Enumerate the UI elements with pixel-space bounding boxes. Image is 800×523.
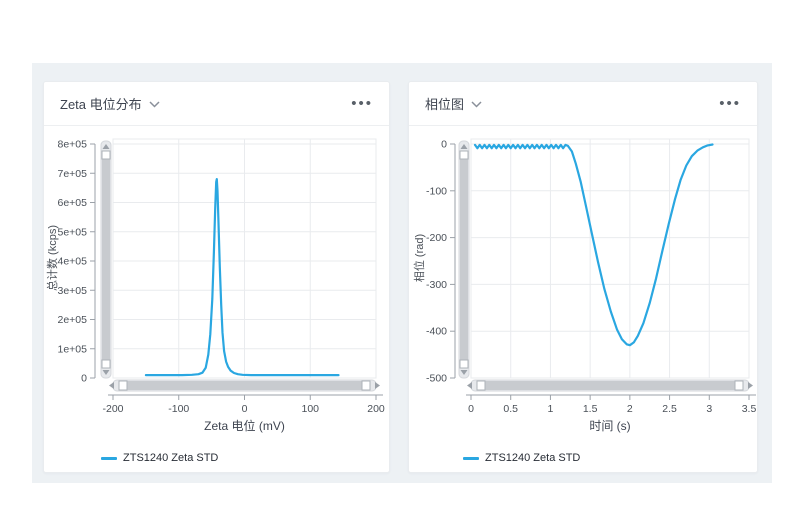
- y-tick-label: 0: [81, 373, 87, 385]
- legend-label: ZTS1240 Zeta STD: [485, 452, 581, 464]
- scroll-down-arrow-icon[interactable]: [102, 370, 110, 375]
- h-scrollbar-thumb[interactable]: [119, 381, 370, 390]
- h-range-handle-left[interactable]: [476, 380, 486, 391]
- legend[interactable]: ZTS1240 Zeta STD: [101, 452, 218, 464]
- x-axis-title: 时间 (s): [589, 419, 631, 433]
- y-tick-label: 2e+05: [58, 314, 88, 326]
- v-range-handle-bottom[interactable]: [459, 359, 469, 369]
- y-tick-label: 5e+05: [58, 226, 88, 238]
- y-axis-title: 相位 (rad): [414, 233, 426, 283]
- x-tick-label: 2: [627, 403, 633, 415]
- chart-area: 0 -100 -200 -300 -400 -500 0 0.5 1 1.5 2 2.5 3 3.5 相位…: [409, 126, 757, 472]
- v-scrollbar-thumb[interactable]: [102, 151, 110, 368]
- chevron-down-icon[interactable]: [149, 101, 160, 108]
- x-tick-label: 1: [548, 403, 554, 415]
- more-menu-icon[interactable]: •••: [351, 94, 373, 112]
- y-tick-label: -300: [426, 279, 447, 291]
- x-tick-label: 3: [706, 403, 712, 415]
- scroll-left-arrow-icon[interactable]: [467, 382, 472, 389]
- panel-zeta-distribution: Zeta 电位分布 ••• 0 1e+05 2e+05 3e+05 4e+05 5e+05…: [43, 81, 390, 473]
- x-axis-title: Zeta 电位 (mV): [204, 419, 285, 433]
- scroll-right-arrow-icon[interactable]: [748, 382, 753, 389]
- x-tick-label: 1.5: [583, 403, 598, 415]
- h-range-handle-right[interactable]: [361, 380, 371, 391]
- legend-line-swatch: [101, 456, 117, 460]
- h-scrollbar-thumb[interactable]: [477, 381, 743, 390]
- v-range-handle-top[interactable]: [459, 150, 469, 160]
- scroll-right-arrow-icon[interactable]: [375, 382, 380, 389]
- scroll-up-arrow-icon[interactable]: [102, 144, 110, 149]
- x-tick-label: 0: [242, 403, 248, 415]
- legend-label: ZTS1240 Zeta STD: [123, 452, 219, 464]
- series-line: [473, 143, 714, 347]
- x-tick-label: 0.5: [503, 403, 518, 415]
- chevron-down-icon[interactable]: [471, 101, 482, 108]
- panel-header: Zeta 电位分布 •••: [44, 82, 389, 126]
- x-tick-label: 2.5: [662, 403, 677, 415]
- x-tick-label: 0: [468, 403, 474, 415]
- y-tick-label: -100: [426, 185, 447, 197]
- panel-title: 相位图: [425, 97, 465, 112]
- y-tick-label: 1e+05: [58, 343, 88, 355]
- legend-line-swatch: [463, 456, 479, 460]
- y-tick-label: 3e+05: [58, 285, 88, 297]
- y-tick-label: 4e+05: [58, 256, 88, 268]
- v-range-handle-top[interactable]: [101, 150, 111, 160]
- series-line: [144, 177, 340, 377]
- y-tick-label: 0: [441, 139, 447, 151]
- x-tick-label: 3.5: [742, 403, 757, 415]
- y-tick-label: 7e+05: [58, 168, 88, 180]
- scroll-up-arrow-icon[interactable]: [460, 144, 468, 149]
- panel-phase-plot: 相位图 ••• 0 -100 -200 -300 -400 -500 0 0.5 1 1.5 2 2.…: [408, 81, 758, 473]
- y-tick-label: -400: [426, 326, 447, 338]
- x-tick-label: -200: [102, 403, 123, 415]
- phase-plot-chart[interactable]: 0 -100 -200 -300 -400 -500 0 0.5 1 1.5 2 2.5 3 3.5: [409, 126, 757, 472]
- x-tick-label: 100: [301, 403, 319, 415]
- scroll-left-arrow-icon[interactable]: [109, 382, 114, 389]
- x-tick-label: 200: [367, 403, 385, 415]
- y-axis-title: 总计数 (kcps): [47, 225, 59, 291]
- zeta-distribution-chart[interactable]: 0 1e+05 2e+05 3e+05 4e+05 5e+05 6e+05 7e+05 8e+0…: [44, 126, 389, 472]
- x-tick-label: -100: [168, 403, 189, 415]
- y-tick-label: 6e+05: [58, 197, 88, 209]
- h-range-handle-left[interactable]: [118, 380, 128, 391]
- more-menu-icon[interactable]: •••: [719, 94, 741, 112]
- panel-header: 相位图 •••: [409, 82, 757, 126]
- y-tick-label: -500: [426, 373, 447, 385]
- y-tick-label: 8e+05: [58, 139, 88, 151]
- scroll-down-arrow-icon[interactable]: [460, 370, 468, 375]
- panel-title: Zeta 电位分布: [60, 97, 142, 112]
- h-range-handle-right[interactable]: [734, 380, 744, 391]
- v-scrollbar-thumb[interactable]: [460, 151, 468, 368]
- plot-area[interactable]: [470, 138, 750, 379]
- chart-area: 0 1e+05 2e+05 3e+05 4e+05 5e+05 6e+05 7e+05 8e+0…: [44, 126, 389, 472]
- y-tick-label: -200: [426, 232, 447, 244]
- legend[interactable]: ZTS1240 Zeta STD: [463, 452, 580, 464]
- v-range-handle-bottom[interactable]: [101, 359, 111, 369]
